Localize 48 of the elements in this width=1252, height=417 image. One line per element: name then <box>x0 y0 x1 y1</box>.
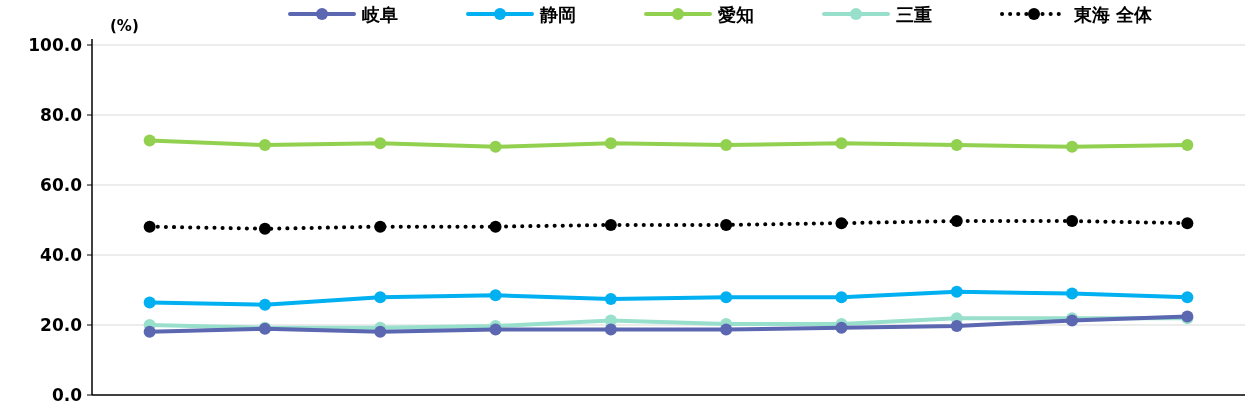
point <box>258 298 271 311</box>
legend-label: 三重 <box>896 4 932 25</box>
y-axis-title: (%) <box>110 17 139 35</box>
point <box>489 140 502 153</box>
point <box>604 323 617 336</box>
point <box>374 137 387 150</box>
point <box>489 289 502 302</box>
y-tick-label: 80.0 <box>40 105 83 125</box>
legend-label: 静岡 <box>539 4 576 25</box>
point <box>720 291 733 304</box>
point <box>1066 287 1079 300</box>
point <box>489 220 502 233</box>
point <box>720 139 733 152</box>
y-tick-label: 0.0 <box>51 385 83 405</box>
point <box>374 291 387 304</box>
point <box>143 296 156 309</box>
point <box>1181 217 1194 230</box>
point <box>1181 291 1194 304</box>
point <box>720 323 733 336</box>
point <box>1181 139 1194 152</box>
point <box>1066 140 1079 153</box>
y-tick-label: 40.0 <box>40 245 83 265</box>
y-tick-label: 100.0 <box>28 35 83 55</box>
point <box>950 139 963 152</box>
point <box>720 218 733 231</box>
point <box>950 320 963 333</box>
legend-label: 愛知 <box>718 4 754 25</box>
legend-label: 東海 全体 <box>1073 4 1154 25</box>
point <box>374 325 387 338</box>
point <box>835 321 848 334</box>
point <box>835 217 848 230</box>
point <box>143 134 156 147</box>
point <box>143 325 156 338</box>
point <box>258 222 271 235</box>
legend-label: 岐阜 <box>362 4 398 25</box>
point <box>258 139 271 152</box>
point <box>604 293 617 306</box>
point <box>604 218 617 231</box>
point <box>950 215 963 228</box>
point <box>374 220 387 233</box>
point <box>950 285 963 298</box>
point <box>604 137 617 150</box>
point <box>835 137 848 150</box>
y-tick-label: 60.0 <box>40 175 83 195</box>
point <box>835 291 848 304</box>
point <box>143 220 156 233</box>
point <box>1066 215 1079 228</box>
y-tick-label: 20.0 <box>40 315 83 335</box>
